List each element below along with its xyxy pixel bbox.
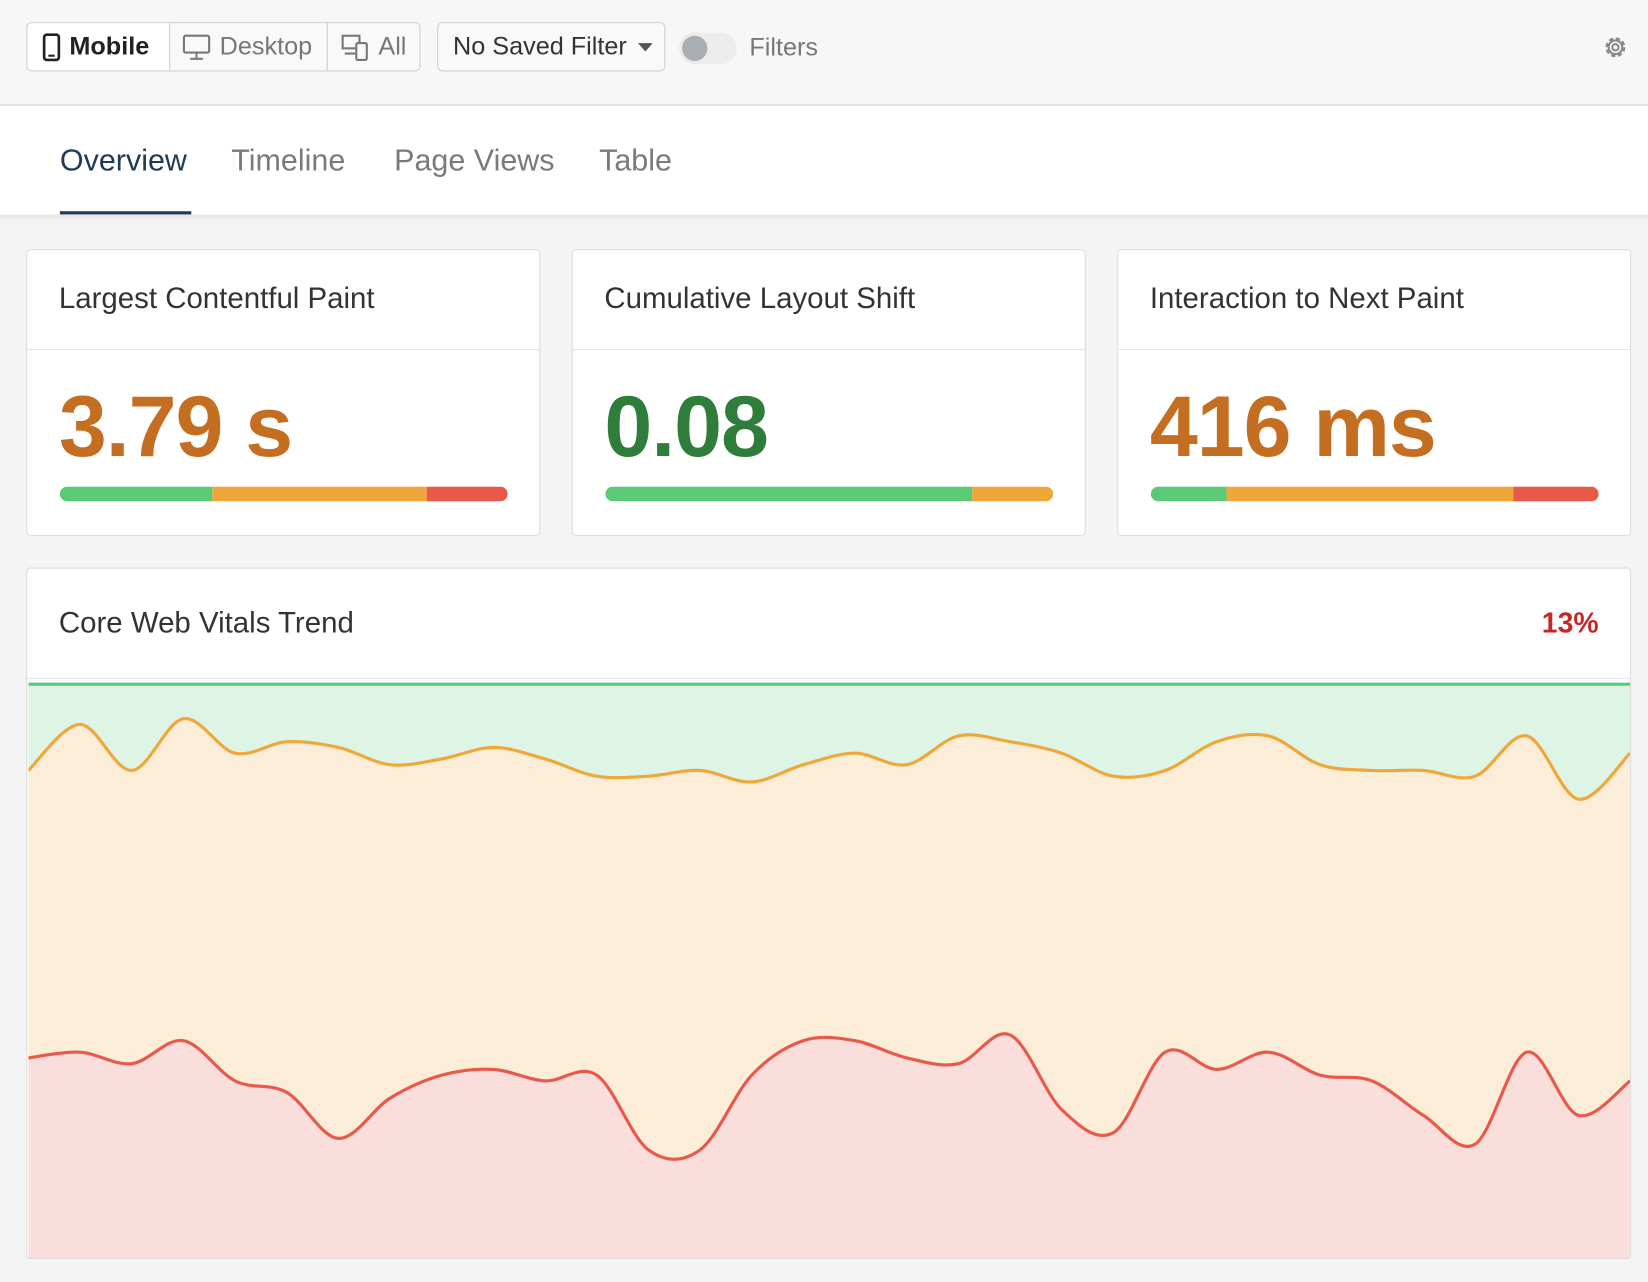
tab-bar: Overview Timeline Page Views Table	[0, 106, 1648, 219]
metric-card: Cumulative Layout Shift 0.08	[571, 249, 1086, 537]
monitor-icon	[182, 34, 211, 60]
filters-toggle[interactable]	[678, 32, 737, 65]
saved-filter-dropdown[interactable]: No Saved Filter	[437, 22, 666, 72]
card-rule	[1118, 348, 1631, 350]
card-rule	[572, 348, 1085, 350]
bar-segment	[212, 486, 428, 502]
card-rule	[27, 348, 540, 350]
card-value: 416 ms	[1149, 379, 1437, 476]
device-label: All	[378, 32, 407, 61]
trend-card: Core Web Vitals Trend 13%	[26, 567, 1632, 1260]
card-value: 0.08	[604, 379, 769, 476]
trend-chart	[28, 682, 1631, 1259]
area-line	[28, 1032, 1631, 1161]
distribution-bar	[1150, 486, 1599, 502]
card-title: Cumulative Layout Shift	[604, 281, 916, 315]
metric-card: Largest Contentful Paint 3.79 s	[26, 249, 541, 537]
bar-segment	[1150, 486, 1227, 502]
device-all[interactable]: All	[326, 22, 421, 72]
tab[interactable]: Page Views	[394, 143, 555, 178]
card-title: Largest Contentful Paint	[58, 281, 375, 315]
toggle-knob	[682, 35, 708, 61]
distribution-bar	[605, 486, 1054, 502]
card-value: 3.79 s	[58, 379, 293, 476]
area	[28, 1033, 1631, 1259]
tab[interactable]: Table	[599, 143, 672, 178]
dropdown-label: No Saved Filter	[452, 32, 627, 61]
device-label: Mobile	[69, 32, 150, 61]
tab-underline	[59, 211, 192, 215]
caret	[638, 42, 654, 51]
distribution-bar	[59, 486, 508, 502]
area	[28, 684, 1631, 800]
tab[interactable]: Overview	[59, 143, 187, 178]
bar-segment	[427, 486, 508, 502]
bar-segment	[605, 486, 973, 502]
device-mobile[interactable]: Mobile	[26, 22, 171, 72]
bar-segment	[1226, 486, 1514, 502]
devices-icon	[341, 34, 368, 61]
tab[interactable]: Timeline	[231, 143, 346, 178]
settings-icon[interactable]	[1601, 33, 1630, 62]
bar-segment	[972, 486, 1054, 502]
bar-segment	[1513, 486, 1599, 502]
area-line	[28, 717, 1631, 801]
toolbar: Mobile Desktop All No Saved Filter Filte…	[0, 0, 1648, 107]
filters-label: Filters	[749, 33, 819, 63]
device-label: Desktop	[219, 32, 313, 61]
metric-card: Interaction to Next Paint 416 ms	[1117, 249, 1632, 537]
trend-title: Core Web Vitals Trend	[58, 606, 354, 640]
phone-icon	[42, 32, 61, 61]
card-rule	[27, 677, 1631, 679]
bar-segment	[59, 486, 213, 502]
area	[28, 718, 1631, 1160]
trend-change: 13%	[1541, 607, 1599, 640]
device-desktop[interactable]: Desktop	[169, 22, 328, 72]
card-title: Interaction to Next Paint	[1149, 281, 1464, 315]
